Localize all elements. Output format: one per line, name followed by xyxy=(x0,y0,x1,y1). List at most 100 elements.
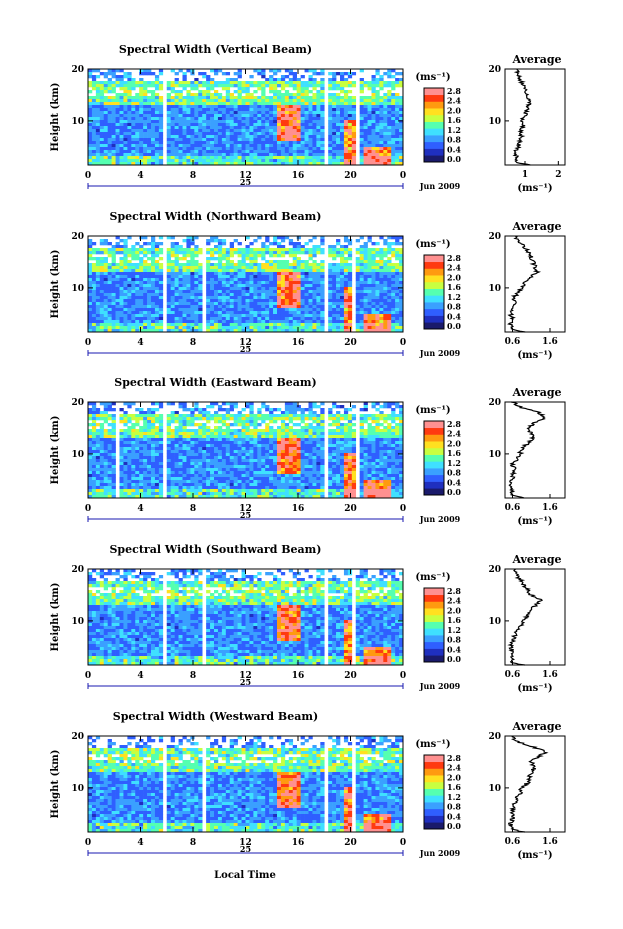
heatmap-cell xyxy=(143,453,148,457)
heatmap-cell xyxy=(367,317,372,321)
heatmap-cell xyxy=(261,284,266,288)
average-frame xyxy=(504,68,566,166)
heatmap-cell xyxy=(107,108,112,112)
heatmap-cell xyxy=(115,120,120,124)
heatmap-cell xyxy=(229,278,234,282)
heatmap-cell xyxy=(379,278,384,282)
heatmap-cell xyxy=(186,272,191,276)
heatmap-cell xyxy=(103,239,108,243)
heatmap-cell xyxy=(379,254,384,258)
heatmap-cell xyxy=(178,138,183,142)
heatmap-cell xyxy=(214,269,219,273)
heatmap-cell xyxy=(103,474,108,478)
heatmap-cell xyxy=(99,99,105,103)
heatmap-cell xyxy=(233,138,238,142)
heatmap-cell xyxy=(379,96,384,100)
heatmap-cell xyxy=(288,299,294,303)
heatmap-cell xyxy=(257,129,262,133)
heatmap-cell xyxy=(190,84,195,88)
heatmap-cell xyxy=(139,260,144,264)
heatmap-cell xyxy=(284,108,290,112)
heatmap-cell xyxy=(229,272,234,276)
heatmap-cell xyxy=(147,492,152,496)
heatmap-cell xyxy=(111,323,116,327)
heatmap-cell xyxy=(210,138,215,142)
heatmap-cell xyxy=(91,263,97,267)
heatmap-cell xyxy=(182,329,187,333)
heatmap-cell xyxy=(210,120,215,124)
heatmap-cell xyxy=(210,239,215,243)
heatmap-cell xyxy=(261,248,266,252)
heatmap-cell xyxy=(359,81,364,85)
heatmap-cell xyxy=(399,287,404,291)
heatmap-cell xyxy=(273,314,278,318)
heatmap-cell xyxy=(91,162,97,166)
heatmap-cell xyxy=(269,90,274,94)
heatmap-cell xyxy=(210,329,215,333)
heatmap-cell xyxy=(273,317,278,321)
heatmap-cell xyxy=(284,156,290,160)
heatmap-cell xyxy=(265,260,270,264)
heatmap-cell xyxy=(217,248,223,252)
x-tick-label: 0 xyxy=(400,171,406,181)
heatmap-cell xyxy=(88,108,93,112)
heatmap-cell xyxy=(304,138,309,142)
heatmap-cell xyxy=(229,308,234,312)
heatmap-cell xyxy=(198,147,203,151)
heatmap-cell xyxy=(395,308,400,312)
heatmap-cell xyxy=(320,317,325,321)
heatmap-cell xyxy=(95,96,101,100)
heatmap-cell xyxy=(336,111,341,115)
heatmap-cell xyxy=(277,299,282,303)
heatmap-cell xyxy=(395,272,400,276)
heatmap-cell xyxy=(225,296,231,300)
heatmap-cell xyxy=(225,135,231,139)
heatmap-cell xyxy=(217,254,223,258)
heatmap-cell xyxy=(375,311,380,315)
heatmap-cell xyxy=(194,263,199,267)
heatmap-cell xyxy=(210,96,215,100)
heatmap-cell xyxy=(371,281,376,285)
heatmap-cell xyxy=(147,248,152,252)
heatmap-cell xyxy=(304,144,309,148)
heatmap-cell xyxy=(273,78,278,82)
heatmap-cell xyxy=(88,459,93,463)
heatmap-cell xyxy=(119,248,124,252)
heatmap-cell xyxy=(139,308,144,312)
heatmap-cell xyxy=(296,236,301,240)
heatmap-cell xyxy=(182,308,187,312)
heatmap-cell xyxy=(363,287,368,291)
heatmap-cell xyxy=(147,287,152,291)
heatmap-cell xyxy=(363,278,368,282)
heatmap-cell xyxy=(351,96,357,100)
heatmap-cell xyxy=(328,108,333,112)
heatmap-cell xyxy=(340,275,345,279)
heatmap-cell xyxy=(91,423,97,427)
heatmap-cell xyxy=(288,96,294,100)
heatmap-cell xyxy=(147,302,152,306)
heatmap-cell xyxy=(292,93,297,97)
heatmap-cell xyxy=(245,150,250,154)
heatmap-cell xyxy=(316,320,321,324)
heatmap-cell xyxy=(186,141,191,145)
heatmap-cell xyxy=(351,132,357,136)
heatmap-cell xyxy=(312,317,317,321)
heatmap-cell xyxy=(174,305,179,309)
heatmap-cell xyxy=(91,147,97,151)
heatmap-cell xyxy=(174,84,179,88)
heatmap-cell xyxy=(95,423,101,427)
month-label: Jun 2009 xyxy=(419,348,461,358)
colorbar-swatch xyxy=(424,302,444,310)
heatmap-cell xyxy=(202,96,207,100)
heatmap-cell xyxy=(225,254,231,258)
heatmap-cell xyxy=(210,81,215,85)
heatmap-cell xyxy=(127,426,132,430)
heatmap-cell xyxy=(143,444,148,448)
heatmap-cell xyxy=(217,123,223,127)
heatmap-cell xyxy=(308,108,313,112)
heatmap-cell xyxy=(253,287,258,291)
heatmap-cell xyxy=(147,281,152,285)
heatmap-cell xyxy=(225,329,231,333)
heatmap-cell xyxy=(261,69,266,73)
heatmap-cell xyxy=(151,153,156,157)
